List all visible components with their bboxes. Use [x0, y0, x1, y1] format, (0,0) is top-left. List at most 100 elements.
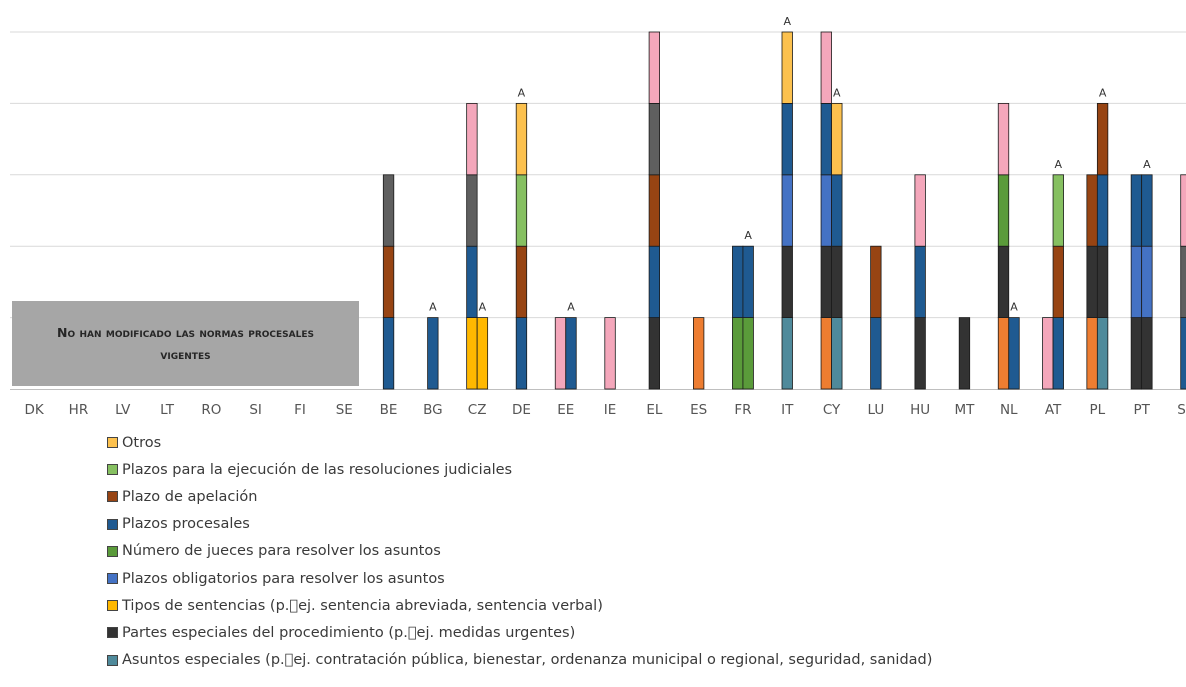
legend-label: Otros [122, 434, 162, 451]
bar-segment [648, 31, 660, 104]
legend-swatch [107, 464, 118, 476]
bar-segment [1180, 174, 1186, 247]
legend-swatch [107, 573, 118, 585]
bar-segment [831, 103, 843, 176]
bar-segment [997, 103, 1010, 176]
legend-label: Plazos procesales [122, 516, 250, 533]
bar-segment [466, 103, 478, 176]
bar-segment [604, 317, 616, 390]
bar-segment [914, 245, 926, 318]
legend-swatch [107, 627, 118, 639]
bar-segment [1130, 174, 1143, 247]
legend-label: Tipos de sentencias (p. ej. sentencia ab… [122, 597, 603, 614]
bar-segment [781, 31, 793, 104]
legend-item: Tipos de sentencias (p. ej. sentencia ab… [107, 592, 932, 619]
legend-swatch [107, 654, 118, 666]
bar-marker-label: A [1055, 158, 1063, 171]
bar-marker-label: A [744, 229, 752, 242]
bar-segment [648, 174, 660, 247]
bar-segment [781, 317, 793, 390]
bar-segment [515, 245, 528, 318]
bar-segment [820, 174, 832, 247]
bar-segment [831, 174, 843, 247]
bar-segment [693, 317, 705, 390]
bar-segment [781, 245, 793, 318]
bar-segment [515, 103, 528, 176]
x-tick-label: PL [1090, 402, 1106, 418]
bar-segment [781, 174, 793, 247]
bar-marker-label: A [833, 86, 841, 99]
bar-marker-label: A [567, 301, 575, 314]
bar-marker-label: A [1143, 158, 1151, 171]
legend-swatch [107, 545, 118, 557]
bar-marker-label: A [479, 301, 487, 314]
bar-segment [1052, 174, 1064, 247]
bar-segment [1130, 317, 1143, 390]
x-tick-label: DE [512, 402, 531, 418]
bar-segment [515, 174, 528, 247]
x-tick-label: SE [336, 402, 353, 418]
legend-swatch [107, 437, 118, 449]
bar-segment [466, 317, 478, 390]
bar-segment [1008, 317, 1020, 390]
x-tick-label: EE [557, 402, 574, 418]
legend-item: Asuntos especiales (p. ej. contratación … [107, 647, 932, 674]
x-tick-label: BE [380, 402, 398, 418]
bar-segment [1141, 174, 1153, 247]
bar-segment [1141, 317, 1153, 390]
bar-segment [648, 103, 660, 176]
bar-segment [1096, 103, 1109, 176]
bar-segment [820, 245, 832, 318]
legend-item: Plazo de apelación [107, 483, 932, 510]
legend-label: Plazos obligatorios para resolver los as… [122, 570, 445, 587]
x-tick-label: BG [423, 402, 443, 418]
bar-segment [997, 317, 1010, 390]
bar-segment [1096, 317, 1109, 390]
no-changes-note-box: No han modificado las normas procesales … [12, 301, 359, 386]
x-tick-label: SI [249, 402, 262, 418]
bar-segment [382, 245, 395, 318]
bar-segment [831, 317, 843, 390]
bar-segment [820, 103, 832, 176]
bar-segment [1180, 245, 1186, 318]
x-tick-label: PT [1133, 402, 1150, 418]
legend-item: Número de jueces para resolver los asunt… [107, 538, 932, 565]
bar-segment [382, 317, 395, 390]
legend-item: Plazos procesales [107, 511, 932, 538]
bar-segment [870, 245, 882, 318]
bar-segment [1086, 174, 1098, 247]
x-tick-label: DK [25, 402, 45, 418]
x-tick-label: HR [69, 402, 89, 418]
bar-segment [427, 317, 439, 390]
x-tick-label: HU [910, 402, 930, 418]
bar-segment [997, 245, 1010, 318]
bar-segment [466, 174, 478, 247]
no-changes-note-text: No han modificado las normas procesales … [57, 324, 314, 362]
legend-item: Partes especiales del procedimiento (p. … [107, 619, 932, 646]
legend-label: Plazo de apelación [122, 488, 258, 505]
bar-segment [1096, 174, 1109, 247]
bar-segment [648, 317, 660, 390]
x-tick-label: IT [781, 402, 794, 418]
bar-segment [565, 317, 577, 390]
bar-segment [732, 317, 744, 390]
bar-segment [732, 245, 744, 318]
x-tick-label: CZ [468, 402, 487, 418]
x-tick-label: LU [867, 402, 884, 418]
bar-segment [997, 174, 1010, 247]
legend-label: Plazos para la ejecución de las resoluci… [122, 461, 513, 478]
bar-segment [781, 103, 793, 176]
x-tick-label: AT [1045, 402, 1062, 418]
legend-item: Otros [107, 429, 932, 456]
x-tick-label: MT [954, 402, 975, 418]
x-tick-label: FR [734, 402, 751, 418]
bar-marker-label: A [1099, 86, 1107, 99]
bar-segment [466, 245, 478, 318]
legend-label: Asuntos especiales (p. ej. contratación … [122, 652, 933, 669]
legend-label: Partes especiales del procedimiento (p. … [122, 624, 576, 641]
bar-segment [831, 245, 843, 318]
bar-segment [820, 31, 832, 104]
bar-segment [958, 317, 971, 390]
bar-marker-label: A [1010, 301, 1018, 314]
x-tick-label: LV [115, 402, 131, 418]
